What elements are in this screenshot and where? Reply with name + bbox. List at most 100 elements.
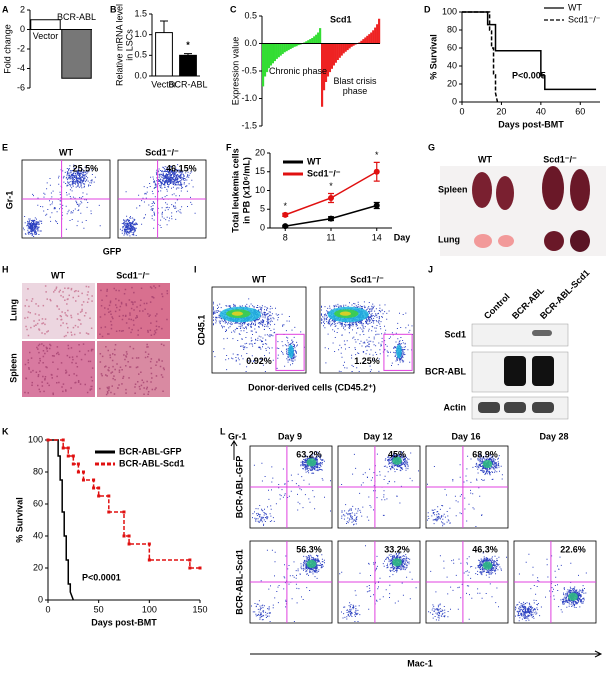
y-tick-label: -4 — [17, 63, 25, 73]
bar — [315, 34, 318, 44]
y-axis-label: Relative mRNA level — [114, 4, 124, 86]
bar — [155, 32, 173, 77]
panel-letter: D — [424, 4, 431, 14]
column-title: Day 16 — [451, 431, 480, 441]
category-label: BCR-ABL — [57, 12, 96, 22]
y-tick-label: 100 — [28, 434, 43, 444]
y-tick-label: 5 — [260, 204, 265, 214]
bar — [330, 43, 333, 69]
y-axis-label: CD45.1 — [196, 315, 206, 346]
marker — [92, 486, 96, 490]
marker — [107, 510, 111, 514]
marker — [66, 446, 70, 450]
y-axis-label: in LSCs — [124, 29, 134, 61]
column-title: Day 9 — [278, 431, 302, 441]
gate-box — [383, 333, 413, 371]
gate-box — [275, 333, 305, 371]
x-axis-label: Days post-BMT — [498, 119, 564, 129]
flow-plot — [211, 286, 307, 374]
bar — [317, 32, 320, 44]
y-tick-label: 0 — [260, 222, 265, 232]
marker — [71, 462, 75, 466]
legend-label: WT — [568, 2, 582, 12]
bar — [305, 41, 308, 44]
legend-label: Scd1⁻/⁻ — [307, 168, 341, 178]
x-tick-label: 150 — [192, 604, 207, 614]
marker — [81, 470, 85, 474]
y-axis-label: Fold change — [2, 24, 12, 74]
gate-percent: 56.3% — [296, 544, 322, 554]
series-line — [462, 11, 499, 103]
bar — [303, 42, 306, 44]
bar — [372, 30, 375, 44]
panel-letter: A — [2, 4, 9, 14]
category-label: Vector — [33, 31, 59, 41]
bar — [348, 43, 351, 49]
x-tick-label: 8 — [283, 232, 288, 242]
y-tick-label: 10 — [255, 185, 265, 195]
x-tick-label: 0 — [45, 604, 50, 614]
x-axis-label: Day — [394, 232, 411, 242]
row-label: Lung — [438, 234, 460, 244]
series-line — [48, 439, 75, 601]
bar — [265, 43, 269, 73]
series-label: Blast crisis phase — [333, 76, 377, 96]
y-axis-label: Total leukemia cells — [230, 148, 240, 232]
organ — [496, 176, 514, 210]
bar — [297, 43, 300, 46]
bar — [328, 43, 332, 73]
y-axis-label: Gr-1 — [4, 191, 14, 210]
flow-events — [251, 549, 325, 622]
legend-label: BCR-ABL-Scd1 — [119, 458, 185, 468]
y-tick-label: -1.0 — [241, 93, 257, 103]
series-label: Chronic phase — [268, 66, 328, 76]
column-title: Day 28 — [539, 431, 568, 441]
y-tick-label: 60 — [33, 498, 43, 508]
plot-title: WT — [59, 147, 73, 157]
marker — [71, 454, 75, 458]
gate-percent: 22.6% — [560, 544, 586, 554]
bar — [279, 43, 282, 56]
blot-band — [504, 402, 526, 413]
x-tick-label: Vector — [151, 79, 177, 89]
gate-percent: 33.2% — [384, 544, 410, 554]
axis-label: Gr-1 — [228, 431, 247, 441]
y-tick-label: -2 — [17, 43, 25, 53]
marker — [107, 494, 111, 498]
error-bar — [184, 53, 192, 56]
bar — [269, 43, 273, 66]
gate-percent: 0.92% — [246, 356, 272, 366]
gate-percent: 25.5% — [73, 163, 99, 173]
marker — [61, 438, 65, 442]
gate-percent: 45% — [388, 449, 406, 459]
y-tick-label: 1.0 — [134, 29, 147, 39]
flow-density — [482, 561, 493, 570]
flow-density — [306, 458, 317, 467]
x-tick-label: 60 — [575, 106, 585, 116]
marker — [81, 478, 85, 482]
marker — [147, 558, 151, 562]
flow-density — [339, 311, 352, 316]
marker — [127, 534, 131, 538]
annotation: * — [186, 40, 190, 50]
row-label: BCR-ABL — [425, 366, 466, 376]
plot-title: WT — [252, 274, 266, 284]
y-tick-label: 20 — [447, 78, 457, 88]
y-axis-label: in PB (x10⁶/mL) — [241, 157, 251, 224]
y-tick-label: 0.5 — [244, 10, 257, 20]
bar — [378, 18, 381, 44]
bar — [307, 40, 310, 44]
annotation: * — [329, 181, 333, 191]
x-tick-label: 20 — [496, 106, 506, 116]
y-tick-label: 80 — [33, 466, 43, 476]
bar — [354, 43, 357, 45]
y-tick-label: 15 — [255, 166, 265, 176]
organ — [544, 231, 564, 251]
y-tick-label: 20 — [255, 147, 265, 157]
lane-label: BCR-ABL-Scd1 — [538, 268, 591, 321]
bar — [295, 43, 298, 47]
y-tick-label: 40 — [447, 60, 457, 70]
marker — [66, 454, 70, 458]
